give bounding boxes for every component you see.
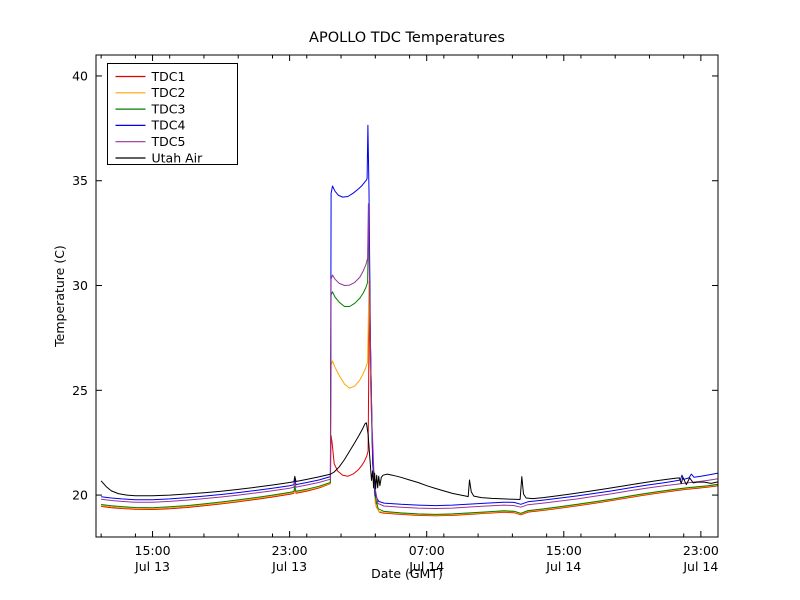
x-tick-date-label: Jul 14 [682,559,718,574]
axes-frame [95,54,719,538]
series-line-tdc1 [101,306,719,517]
legend-label: TDC5 [151,134,186,149]
x-tick-time-label: 15:00 [135,543,171,558]
y-tick-label: 25 [72,383,88,398]
series-line-tdc2 [101,280,719,516]
series-line-tdc5 [101,203,719,509]
legend-label: TDC2 [151,85,186,100]
x-tick-time-label: 07:00 [409,543,445,558]
x-tick-date-label: Jul 14 [408,559,444,574]
legend-label: TDC4 [151,118,186,133]
series-line-tdc3 [101,205,719,515]
x-tick-date-label: Jul 13 [271,559,307,574]
chart-title: APOLLO TDC Temperatures [309,30,505,46]
series-line-tdc4 [101,124,719,507]
y-tick-label: 40 [72,68,88,83]
y-tick-label: 35 [72,173,88,188]
x-tick-time-label: 23:00 [683,543,719,558]
y-tick-label: 30 [72,278,88,293]
legend-label: TDC3 [151,101,186,116]
y-axis-label: Temperature (C) [52,245,67,348]
legend-label: TDC1 [151,69,186,84]
x-tick-date-label: Jul 13 [134,559,170,574]
y-axis-ticks: 20 25 30 35 40 [72,68,718,503]
legend-label: Utah Air [152,150,204,165]
x-tick-time-label: 15:00 [546,543,582,558]
x-tick-date-label: Jul 14 [545,559,581,574]
y-tick-label: 20 [72,488,88,503]
x-tick-time-label: 23:00 [272,543,308,558]
x-axis-label: Date (GMT) [371,566,443,581]
series-line-utah-air [100,422,719,500]
legend-box [107,63,238,165]
